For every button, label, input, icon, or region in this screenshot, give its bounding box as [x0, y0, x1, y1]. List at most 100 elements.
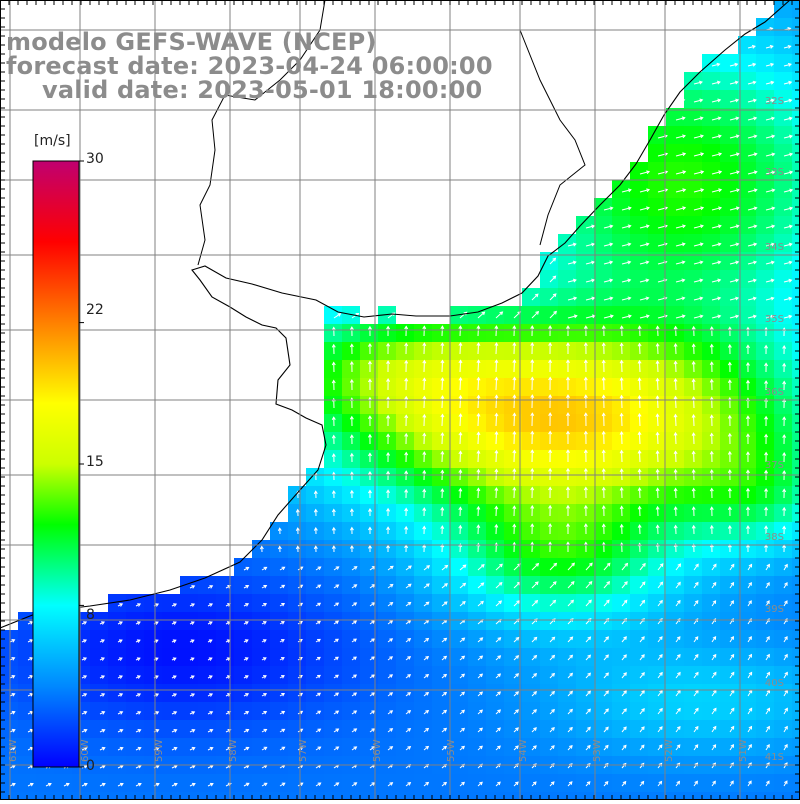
- speed-cell: [342, 522, 360, 540]
- speed-cell: [234, 558, 252, 576]
- speed-cell: [684, 288, 702, 306]
- speed-cell: [342, 648, 360, 666]
- speed-cell: [324, 648, 342, 666]
- speed-cell: [558, 720, 576, 738]
- speed-cell: [738, 198, 756, 216]
- speed-cell: [792, 792, 800, 800]
- speed-cell: [198, 612, 216, 630]
- speed-cell: [702, 342, 720, 360]
- title-forecast-date: forecast date: 2023-04-24 06:00:00: [6, 54, 493, 78]
- longitude-label: 54W: [518, 739, 529, 762]
- speed-cell: [666, 306, 684, 324]
- speed-cell: [738, 486, 756, 504]
- speed-cell: [270, 630, 288, 648]
- speed-cell: [540, 414, 558, 432]
- speed-cell: [648, 612, 666, 630]
- speed-cell: [702, 234, 720, 252]
- speed-cell: [108, 648, 126, 666]
- speed-cell: [342, 612, 360, 630]
- speed-cell: [630, 522, 648, 540]
- wind-arrow: [478, 360, 479, 372]
- speed-cell: [738, 126, 756, 144]
- wind-arrow: [478, 378, 479, 390]
- speed-cell: [504, 774, 522, 792]
- speed-cell: [126, 720, 144, 738]
- speed-cell: [648, 216, 666, 234]
- speed-cell: [666, 396, 684, 414]
- speed-cell: [720, 306, 738, 324]
- speed-cell: [666, 648, 684, 666]
- title-model: modelo GEFS-WAVE (NCEP): [6, 30, 493, 54]
- speed-cell: [576, 630, 594, 648]
- speed-cell: [630, 432, 648, 450]
- wind-arrow: [675, 415, 676, 426]
- speed-cell: [684, 738, 702, 756]
- speed-cell: [648, 126, 666, 144]
- speed-cell: [702, 738, 720, 756]
- speed-cell: [720, 108, 738, 126]
- speed-cell: [396, 558, 414, 576]
- speed-cell: [558, 324, 576, 342]
- speed-cell: [108, 612, 126, 630]
- speed-cell: [594, 594, 612, 612]
- speed-cell: [612, 774, 630, 792]
- speed-cell: [198, 774, 216, 792]
- speed-cell: [774, 18, 792, 36]
- speed-cell: [558, 738, 576, 756]
- speed-cell: [756, 54, 774, 72]
- speed-cell: [216, 594, 234, 612]
- speed-cell: [720, 576, 738, 594]
- speed-cell: [324, 324, 342, 342]
- speed-cell: [612, 558, 630, 576]
- speed-cell: [180, 576, 198, 594]
- speed-cell: [108, 774, 126, 792]
- speed-cell: [126, 666, 144, 684]
- speed-cell: [720, 702, 738, 720]
- speed-cell: [486, 738, 504, 756]
- speed-cell: [342, 594, 360, 612]
- speed-cell: [108, 684, 126, 702]
- speed-cell: [648, 234, 666, 252]
- speed-cell: [504, 378, 522, 396]
- speed-cell: [612, 576, 630, 594]
- speed-cell: [756, 774, 774, 792]
- speed-cell: [540, 576, 558, 594]
- longitude-label: 58W: [228, 739, 239, 762]
- speed-cell: [54, 774, 72, 792]
- speed-cell: [90, 648, 108, 666]
- speed-cell: [612, 360, 630, 378]
- wind-arrow: [460, 378, 461, 390]
- speed-cell: [558, 288, 576, 306]
- speed-cell: [468, 486, 486, 504]
- speed-cell: [414, 702, 432, 720]
- speed-cell: [468, 468, 486, 486]
- speed-cell: [468, 684, 486, 702]
- latitude-label: 32S: [765, 96, 784, 107]
- speed-cell: [702, 666, 720, 684]
- speed-cell: [504, 558, 522, 576]
- speed-cell: [684, 702, 702, 720]
- speed-cell: [684, 522, 702, 540]
- speed-cell: [594, 378, 612, 396]
- speed-cell: [198, 630, 216, 648]
- speed-cell: [576, 576, 594, 594]
- speed-cell: [666, 234, 684, 252]
- speed-cell: [378, 486, 396, 504]
- speed-cell: [756, 126, 774, 144]
- speed-cell: [162, 648, 180, 666]
- speed-cell: [630, 738, 648, 756]
- speed-cell: [486, 684, 504, 702]
- speed-cell: [162, 630, 180, 648]
- speed-cell: [774, 774, 792, 792]
- speed-cell: [432, 702, 450, 720]
- speed-cell: [648, 288, 666, 306]
- speed-cell: [342, 450, 360, 468]
- speed-cell: [504, 684, 522, 702]
- speed-cell: [468, 306, 486, 324]
- speed-cell: [180, 702, 198, 720]
- speed-cell: [252, 666, 270, 684]
- speed-cell: [522, 432, 540, 450]
- speed-cell: [666, 288, 684, 306]
- speed-cell: [504, 540, 522, 558]
- speed-cell: [468, 702, 486, 720]
